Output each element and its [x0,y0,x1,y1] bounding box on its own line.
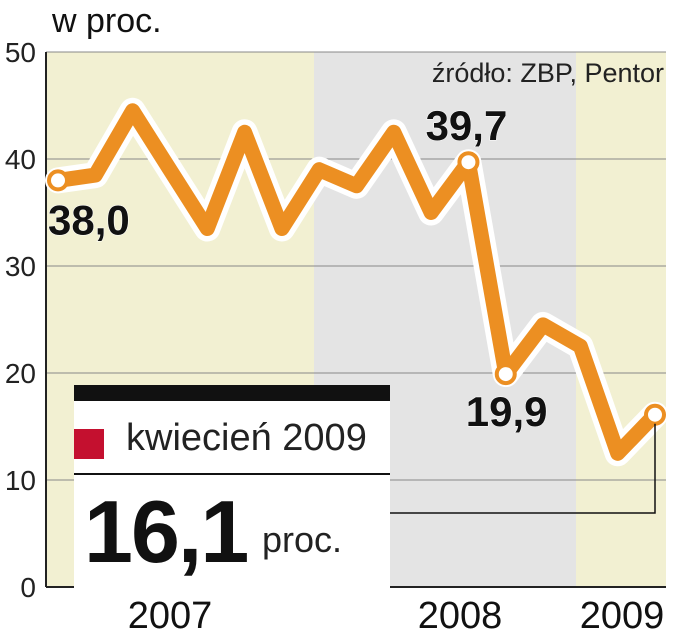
highlight-value: 16,1 [84,482,249,581]
highlight-unit: proc. [262,519,343,560]
x-tick-label: 2007 [128,595,213,637]
data-point-last [644,403,666,426]
y-tick-label: 50 [5,37,36,68]
data-point [457,151,480,174]
y-axis-ticks: 0 10 20 30 40 50 [5,37,36,603]
highlight-period: kwiecień 2009 [126,417,367,459]
callout-divider [74,473,390,475]
y-tick-label: 10 [5,465,36,496]
highlight-callout: kwiecień 2009 16,1 proc. [74,385,390,599]
x-tick-label: 2008 [418,595,503,637]
x-tick-label: 2009 [580,595,665,637]
data-label: 19,9 [466,388,548,435]
y-tick-label: 30 [5,251,36,282]
band-2009 [576,52,666,587]
series-line-path [50,103,663,461]
series-line [45,97,668,467]
callout-pointer [390,423,656,514]
y-tick-label: 20 [5,358,36,389]
unit-label: w proc. [52,2,162,40]
data-points [47,151,666,426]
data-labels: 38,0 39,7 19,9 [48,102,549,436]
y-tick-label: 0 [20,572,36,603]
y-tick-label: 40 [5,144,36,175]
source-note: źródło: ZBP, Pentor [431,58,664,88]
data-point [494,363,517,386]
legend-swatch [74,429,104,459]
callout-pointer-line [390,423,656,514]
data-label: 39,7 [426,102,508,149]
data-point [47,169,69,192]
x-axis-labels: 2007 2008 2009 [128,595,665,637]
data-label: 38,0 [48,196,130,243]
